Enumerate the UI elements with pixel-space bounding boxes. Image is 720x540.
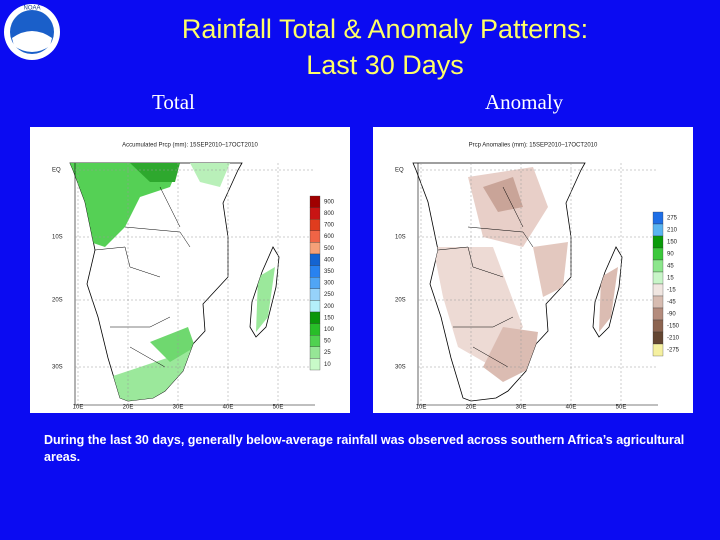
legend-label: 210 xyxy=(667,228,678,234)
lat-label: 20S xyxy=(52,298,63,304)
rain-area xyxy=(130,163,180,182)
title-line: Last 30 Days xyxy=(306,50,464,80)
legend-label: -45 xyxy=(667,300,676,306)
rain-area xyxy=(190,163,230,187)
lon-label: 30E xyxy=(516,405,527,411)
legend-label: 50 xyxy=(324,339,331,345)
legend-label: 600 xyxy=(324,234,335,240)
legend-swatch xyxy=(309,323,321,336)
legend-label: 250 xyxy=(324,292,335,298)
legend-swatch xyxy=(309,346,321,359)
legend-swatch xyxy=(309,253,321,266)
legend-swatch xyxy=(652,271,664,285)
legend-swatch xyxy=(309,242,321,255)
panel-label: Total xyxy=(152,90,195,114)
rain-area xyxy=(483,327,538,382)
legend-swatch xyxy=(309,219,321,231)
lon-label: 20E xyxy=(466,405,477,411)
legend-label: -15 xyxy=(667,288,676,294)
noaa-logo: NOAA xyxy=(4,4,60,60)
legend-swatch xyxy=(309,358,321,371)
legend-swatch xyxy=(309,277,321,289)
map-title: Accumulated Prcp (mm): 15SEP2010–17OCT20… xyxy=(122,143,258,149)
lon-label: 30E xyxy=(173,405,184,411)
legend-label: 25 xyxy=(324,350,331,356)
panel-label: Anomaly xyxy=(485,90,564,114)
lon-label: 40E xyxy=(223,405,234,411)
axes xyxy=(417,163,658,406)
rain-field xyxy=(433,167,618,382)
legend-swatch xyxy=(652,247,664,261)
legend-swatch xyxy=(652,295,664,309)
rain-field xyxy=(70,163,275,401)
legend-label: 400 xyxy=(324,257,335,263)
legend-swatch xyxy=(652,343,664,357)
lon-label: 20E xyxy=(123,405,134,411)
lat-label: EQ xyxy=(52,168,61,174)
legend-label: -275 xyxy=(667,348,680,354)
legend-swatch xyxy=(309,195,321,208)
borders xyxy=(437,186,534,368)
rain-area xyxy=(70,163,180,247)
lon-label: 50E xyxy=(616,405,627,411)
legend-swatch xyxy=(652,223,664,237)
axes xyxy=(74,163,315,406)
lat-label: 10S xyxy=(52,235,63,241)
legend-label: -210 xyxy=(667,336,680,342)
caption: During the last 30 days, generally below… xyxy=(44,433,685,464)
rain-area xyxy=(599,267,618,332)
legend-swatch xyxy=(652,211,664,225)
legend-swatch xyxy=(309,265,321,278)
rain-area xyxy=(483,177,523,212)
legend-swatch xyxy=(309,335,321,347)
legend-label: 45 xyxy=(667,264,674,270)
legend-label: 100 xyxy=(324,327,335,333)
lat-label: 20S xyxy=(395,298,406,304)
legend-label: 90 xyxy=(667,252,674,258)
borders xyxy=(94,186,191,368)
map-panel: Prcp Anomalies (mm): 15SEP2010–17OCT2010… xyxy=(373,127,693,413)
legend-label: 500 xyxy=(324,246,335,252)
logo-text: NOAA xyxy=(23,6,40,12)
rain-area xyxy=(150,327,195,362)
legend-swatch xyxy=(309,300,321,313)
legend-label: 200 xyxy=(324,304,335,310)
legend-swatch xyxy=(652,235,664,249)
lon-label: 40E xyxy=(566,405,577,411)
legend-label: 275 xyxy=(667,216,678,222)
legend-swatch xyxy=(652,319,664,333)
legend-swatch xyxy=(652,307,664,321)
lon-label: 10E xyxy=(416,405,427,411)
legend-label: 800 xyxy=(324,211,335,217)
rain-area xyxy=(533,242,568,297)
legend-label: 900 xyxy=(324,199,335,205)
lon-label: 10E xyxy=(73,405,84,411)
legend-label: 150 xyxy=(324,315,335,321)
lat-label: 30S xyxy=(395,365,406,371)
legend-swatch xyxy=(652,283,664,297)
lat-label: 30S xyxy=(52,365,63,371)
legend-swatch xyxy=(309,207,321,220)
legend-label: -90 xyxy=(667,312,676,318)
legend-label: 350 xyxy=(324,269,335,275)
legend-swatch xyxy=(652,259,664,273)
legend-label: 150 xyxy=(667,240,678,246)
rain-area xyxy=(256,267,275,332)
legend-label: 300 xyxy=(324,281,335,287)
legend-swatch xyxy=(309,288,321,301)
legend-label: 10 xyxy=(324,362,331,368)
title-line: Rainfall Total & Anomaly Patterns: xyxy=(181,14,589,44)
legend-label: 700 xyxy=(324,223,335,229)
lat-label: EQ xyxy=(395,168,404,174)
legend-label: 15 xyxy=(667,276,674,282)
map-title: Prcp Anomalies (mm): 15SEP2010–17OCT2010 xyxy=(469,143,598,149)
legend-swatch xyxy=(652,331,664,345)
lon-label: 50E xyxy=(273,405,284,411)
legend-label: -150 xyxy=(667,324,680,330)
map-panel: Accumulated Prcp (mm): 15SEP2010–17OCT20… xyxy=(30,127,350,413)
lat-label: 10S xyxy=(395,235,406,241)
legend-swatch xyxy=(309,230,321,243)
legend-swatch xyxy=(309,311,321,324)
